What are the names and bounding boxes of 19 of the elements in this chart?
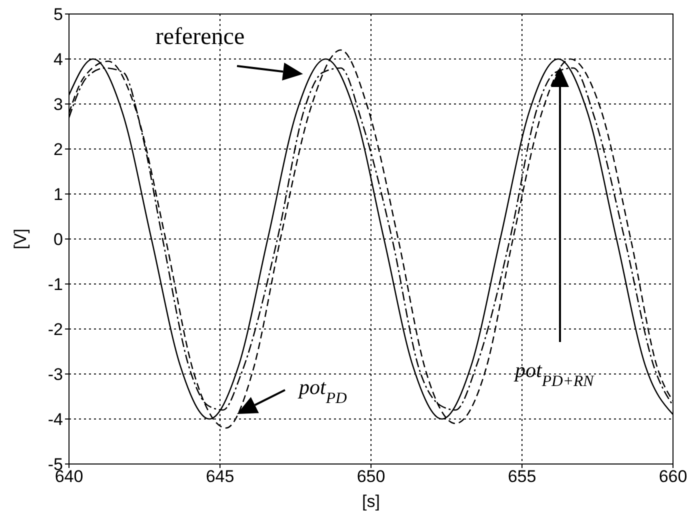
x-tick-label: 660 — [658, 467, 688, 486]
y-tick-label: 3 — [54, 95, 63, 114]
y-tick-label: 1 — [54, 185, 63, 204]
x-tick-label: 655 — [508, 467, 536, 486]
y-tick-label: 4 — [54, 50, 63, 70]
y-tick-label: 0 — [54, 230, 63, 250]
y-tick-label: 5 — [54, 5, 63, 24]
x-axis-title: [s] — [362, 492, 380, 511]
x-tick-label: 650 — [356, 467, 386, 486]
y-tick-label: -1 — [48, 275, 63, 294]
y-tick-label: -4 — [48, 410, 63, 430]
annotation: pot$_{PD}$ — [297, 375, 348, 406]
y-tick-label: -2 — [48, 320, 63, 340]
annotation: reference — [155, 24, 245, 50]
y-axis-title: [V] — [11, 228, 30, 250]
y-tick-label: -3 — [48, 365, 63, 384]
x-tick-label: 645 — [206, 467, 234, 486]
annotation: pot$_{PD+RN}$ — [513, 358, 596, 390]
y-tick-label: 2 — [54, 140, 63, 160]
